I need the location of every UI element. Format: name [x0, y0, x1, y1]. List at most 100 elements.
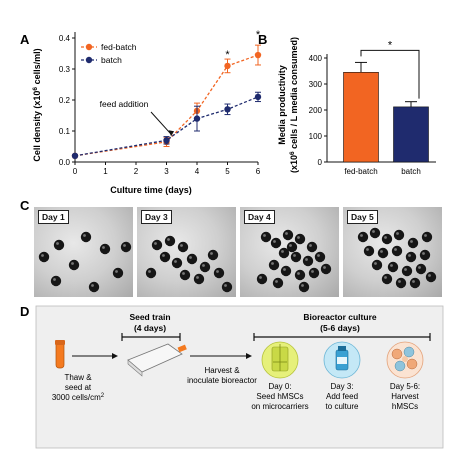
microcarrier-bead [112, 267, 124, 279]
process-background [35, 305, 444, 449]
microcarrier-bead [159, 251, 171, 263]
microcarrier-bead [371, 259, 383, 271]
bead-highlight [408, 254, 411, 257]
microcarrier-bead [294, 233, 306, 245]
bead-highlight [102, 246, 105, 249]
bead-highlight [424, 234, 427, 237]
bead-highlight [384, 236, 387, 239]
cryovial-icon [55, 340, 65, 369]
microcarrier-texture [145, 235, 233, 293]
microcarrier-bead [302, 255, 314, 267]
microcarrier-bead [53, 239, 65, 251]
bead-highlight [380, 250, 383, 253]
bead-highlight [398, 280, 401, 283]
bead-highlight [115, 270, 118, 273]
microcarrier-bead [308, 267, 320, 279]
bead-highlight [167, 238, 170, 241]
feed-addition-annotation: feed addition [100, 99, 149, 109]
microcarrier-bead [177, 241, 189, 253]
x-tick-label: 0 [73, 167, 78, 176]
legend-label: fed-batch [101, 42, 137, 52]
microcarrier-bead [409, 277, 421, 289]
panel-label-a: A [20, 32, 30, 47]
microcarrier-bead [145, 267, 157, 279]
microcarrier-bead [260, 231, 272, 243]
microcarrier-bead [395, 277, 407, 289]
microcarrier-bead [68, 259, 80, 271]
bead-highlight [360, 234, 363, 237]
bead-highlight [428, 274, 431, 277]
arrowhead-icon [112, 353, 118, 359]
x-axis-title: Culture time (days) [110, 185, 192, 195]
bead-highlight [202, 264, 205, 267]
bead-highlight [83, 234, 86, 237]
bead-highlight [404, 268, 407, 271]
day0-line3: on microcarriers [251, 402, 308, 411]
bead-highlight [182, 272, 185, 275]
panel-label-d: D [20, 304, 29, 319]
step-harvest-line1: Harvest & [204, 366, 240, 375]
day0-label: Day 0: [268, 382, 291, 391]
bead-highlight [396, 232, 399, 235]
bead-highlight [216, 270, 219, 273]
bead-highlight [180, 244, 183, 247]
y-tick-label: 0.0 [59, 158, 71, 167]
microcarrier-bead [425, 271, 437, 283]
bead-highlight [174, 260, 177, 263]
significance-marker: * [225, 49, 230, 61]
microcarrier-bead [171, 257, 183, 269]
micrograph-label: Day 1 [38, 210, 69, 224]
data-point-batch [193, 115, 201, 122]
feed-bottle-icon [323, 341, 361, 379]
microcarrier-bead [286, 241, 298, 253]
microcarrier-bead [377, 247, 389, 259]
data-point-batch [71, 152, 79, 159]
x-tick-label: 6 [256, 167, 261, 176]
bead-highlight [71, 262, 74, 265]
bead-highlight [273, 240, 276, 243]
microcarrier-bead [120, 241, 132, 253]
microcarrier-bead [213, 267, 225, 279]
data-point-batch [224, 106, 231, 113]
bead-highlight [317, 254, 320, 257]
micrograph-day-1: Day 1 [34, 207, 133, 297]
day56-line2: Harvest [391, 392, 419, 401]
panel-label-c-wrap: C [20, 198, 30, 213]
microcarrier-bead [282, 229, 294, 241]
day56-line3: hMSCs [392, 402, 418, 411]
day3-line2: Add feed [326, 392, 358, 401]
x-tick-label: 4 [195, 167, 200, 176]
microcarrier-bead [381, 273, 393, 285]
bead-highlight [412, 280, 415, 283]
microcarrier-bead [306, 241, 318, 253]
microcarrier-bead [80, 231, 92, 243]
data-point-batch [163, 137, 170, 144]
bead-highlight [123, 244, 126, 247]
bead-highlight [224, 284, 227, 287]
cell-density-chart: A 0 1 2 3 4 5 6 0.0 0.1 0.2 0.3 0.4 fed-batch batch f… [20, 29, 262, 195]
microcarrier-bead [272, 277, 284, 289]
panel-label-c: C [20, 198, 30, 213]
bead-highlight [41, 254, 44, 257]
bead-highlight [154, 242, 157, 245]
bead-highlight [189, 256, 192, 259]
bead-highlight [311, 270, 314, 273]
bead-highlight [210, 252, 213, 255]
bead-highlight [289, 244, 292, 247]
seed-train-duration: (4 days) [134, 323, 166, 333]
microcarrier-bead [221, 281, 233, 293]
microcarrier-bead [151, 239, 163, 251]
bead-highlight [275, 280, 278, 283]
bead-highlight [422, 252, 425, 255]
bead-highlight [148, 270, 151, 273]
bead-highlight [259, 276, 262, 279]
microcarrier-bead [369, 227, 381, 239]
x-tick-label: 2 [134, 167, 139, 176]
bead-highlight [384, 276, 387, 279]
x-tick-label: 5 [225, 167, 230, 176]
microcarrier-bead [186, 253, 198, 265]
y-tick-label: 0.1 [59, 127, 71, 136]
microcarrier-bead [405, 251, 417, 263]
data-point-fed-batch [254, 51, 262, 59]
step-thaw-line1: Thaw & [64, 373, 92, 382]
